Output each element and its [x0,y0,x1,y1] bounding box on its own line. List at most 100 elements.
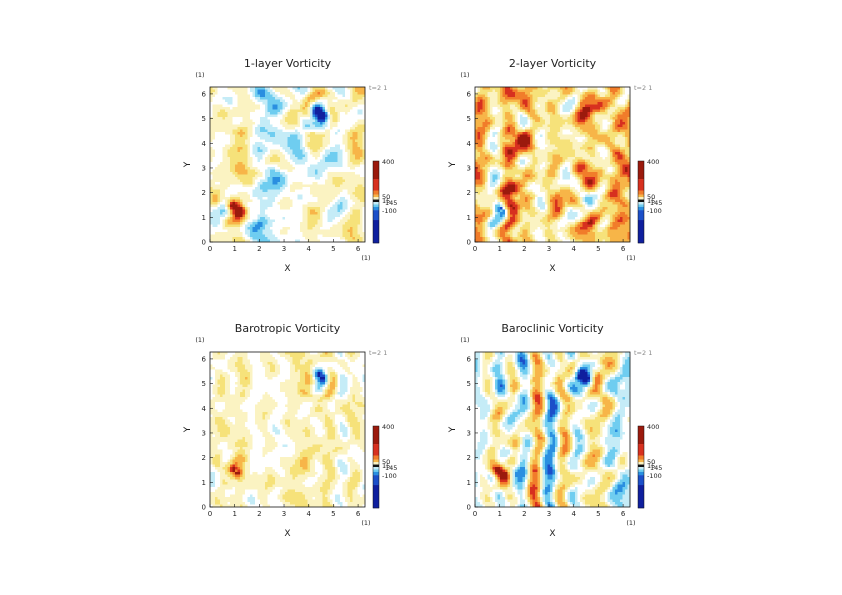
heatmap-cell [285,187,288,190]
heatmap-cell [560,129,563,133]
heatmap-cell [250,119,253,123]
heatmap-cell [330,87,333,90]
heatmap-cell [595,94,598,98]
heatmap-cell [492,122,496,125]
heatmap-cell [250,174,253,178]
heatmap-cell [222,144,226,148]
heatmap-cell [287,169,291,173]
heatmap-cell [240,182,243,185]
heatmap-cell [262,227,266,230]
heatmap-cell [340,177,343,180]
heatmap-cell [310,172,313,175]
heatmap-cell [212,107,216,110]
heatmap-cell [290,209,293,213]
heatmap-cell [502,114,506,118]
heatmap-cell [220,212,223,215]
heatmap-cell [522,102,526,105]
heatmap-cell [222,174,226,178]
heatmap-cell [355,164,358,168]
heatmap-cell [360,124,363,128]
heatmap-cell [255,122,258,125]
heatmap-cell [347,192,351,195]
heatmap-cell [610,122,613,125]
heatmap-cell [477,129,481,133]
heatmap-cell [342,97,346,100]
heatmap-cell [347,197,351,200]
heatmap-cell [295,89,298,93]
heatmap-cell [292,162,296,165]
heatmap-cell [287,222,291,225]
heatmap-cell [275,222,278,225]
heatmap-cell [545,87,548,90]
heatmap-cell [320,214,323,218]
heatmap-cell [252,117,256,120]
heatmap-cell [572,119,576,123]
heatmap-cell [337,157,341,160]
heatmap-cell [237,224,241,228]
heatmap-cell [350,199,353,203]
heatmap-cell [350,117,353,120]
heatmap-cell [225,152,228,155]
heatmap-cell [270,124,273,128]
heatmap-cell [342,174,346,178]
heatmap-cell [290,187,293,190]
heatmap-cell [360,202,363,205]
heatmap-cell [580,87,583,90]
heatmap-cell [352,157,356,160]
heatmap-cell [317,219,321,223]
heatmap-cell [262,204,266,208]
heatmap-cell [507,87,511,90]
heatmap-cell [605,122,608,125]
heatmap-cell [255,174,258,178]
heatmap-cell [332,177,336,180]
heatmap-cell [300,94,303,98]
heatmap-cell [482,127,486,130]
heatmap-cell [362,207,366,210]
heatmap-cell [337,192,341,195]
heatmap-cell [592,104,596,108]
heatmap-cell [322,234,326,238]
heatmap-cell [350,99,353,103]
heatmap-cell [352,232,356,235]
heatmap-cell [267,102,271,105]
heatmap-cell [475,127,478,130]
heatmap-cell [272,199,276,203]
colorbar-segment [373,179,379,191]
heatmap-cell [582,124,586,128]
heatmap-cell [317,214,321,218]
heatmap-cell [297,187,301,190]
heatmap-cell [322,227,326,230]
heatmap-cell [335,174,338,178]
heatmap-cell [525,102,528,105]
heatmap-cell [310,132,313,135]
heatmap-cell [285,162,288,165]
heatmap-cell [260,94,263,98]
heatmap-cell [212,194,216,198]
heatmap-cell [292,202,296,205]
heatmap-cell [497,122,501,125]
heatmap-cell [222,204,226,208]
heatmap-cell [342,204,346,208]
heatmap-cell [242,217,246,220]
heatmap-cell [345,119,348,123]
heatmap-cell [350,119,353,123]
heatmap-cell [237,179,241,183]
heatmap-cell [540,124,543,128]
heatmap-cell [220,222,223,225]
x-tick-label: 1 [232,245,236,253]
heatmap-cell [227,204,231,208]
heatmap-cell [297,99,301,103]
heatmap-cell [312,179,316,183]
heatmap-cell [330,119,333,123]
heatmap-cell [580,127,583,130]
heatmap-cell [277,129,281,133]
heatmap-cell [210,237,213,240]
heatmap-cell [245,107,248,110]
heatmap-cell [320,169,323,173]
heatmap-cell [552,87,556,90]
heatmap-cell [600,114,603,118]
heatmap-cell [532,127,536,130]
heatmap-cell [572,109,576,113]
heatmap-cell [352,92,356,95]
heatmap-cell [230,234,233,238]
